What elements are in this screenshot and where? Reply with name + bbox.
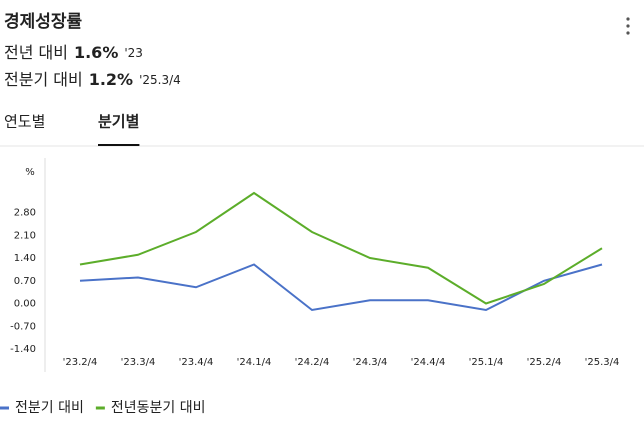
legend-label: 전분기 대비 (15, 400, 84, 416)
x-tick-label: '23.3/4 (121, 357, 156, 368)
y-unit: % (25, 167, 35, 178)
summary-period: '25.3/4 (139, 73, 181, 87)
series-line (79, 263, 603, 312)
x-tick-label: '24.2/4 (295, 357, 330, 368)
x-tick-label: '25.3/4 (585, 357, 620, 368)
summary-label: 전년 대비 (4, 43, 68, 62)
y-tick-label: 2.10 (14, 230, 36, 241)
y-tick-label: -1.40 (10, 344, 36, 355)
y-tick-label: 0.70 (14, 276, 36, 287)
legend-label: 전년동분기 대비 (111, 400, 206, 416)
x-tick-label: '24.1/4 (237, 357, 272, 368)
summary-period: '23 (124, 46, 143, 60)
summary-label: 전분기 대비 (4, 70, 83, 89)
y-tick-label: 2.80 (14, 208, 36, 219)
y-tick-label: 1.40 (14, 253, 36, 264)
title: 경제성장률 (4, 12, 83, 32)
x-tick-label: '24.4/4 (411, 357, 446, 368)
summary-value: 1.6% (74, 43, 118, 62)
series-line (79, 191, 603, 305)
summary-row: 전분기 대비 1.2% '25.3/4 (4, 70, 181, 89)
x-tick-label: '25.1/4 (469, 357, 504, 368)
tab[interactable]: 연도별 (4, 113, 45, 131)
x-tick-label: '24.3/4 (353, 357, 388, 368)
x-tick-label: '25.2/4 (527, 357, 562, 368)
y-tick-label: 0.00 (14, 299, 36, 310)
x-tick-label: '23.4/4 (179, 357, 214, 368)
summary-value: 1.2% (89, 70, 133, 89)
tab[interactable]: 분기별 (98, 113, 139, 131)
kebab-menu[interactable] (626, 17, 630, 35)
x-tick-label: '23.2/4 (63, 357, 98, 368)
summary-row: 전년 대비 1.6% '23 (4, 43, 143, 62)
y-tick-label: -0.70 (10, 321, 36, 332)
